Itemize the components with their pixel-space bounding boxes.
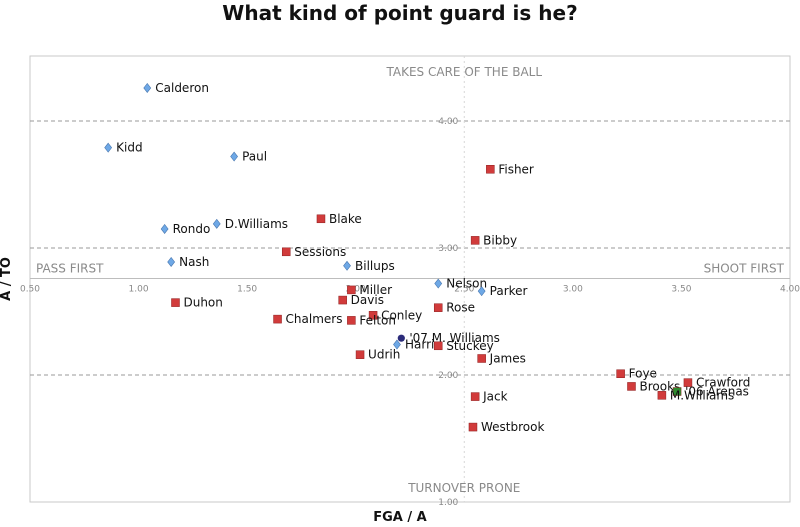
data-point [672, 387, 682, 396]
data-point [104, 142, 113, 153]
data-point [683, 378, 693, 387]
x-tick-label: 1.50 [237, 284, 257, 294]
data-point [343, 260, 351, 271]
data-point [657, 391, 667, 400]
point-label: Foye [629, 367, 657, 381]
quadrant-label-left: PASS FIRST [36, 261, 104, 275]
data-point [160, 223, 169, 234]
data-point [171, 298, 180, 307]
point-label: Fisher [498, 162, 534, 176]
chart-title: What kind of point guard is he? [222, 1, 578, 25]
data-point [486, 165, 495, 174]
point-label: Rondo [173, 222, 211, 236]
point-label: Stuckey [446, 339, 494, 353]
y-tick-label: 2.00 [438, 371, 458, 381]
x-tick-label: 3.00 [563, 284, 583, 294]
data-point [316, 214, 326, 224]
data-point [393, 339, 401, 350]
point-label: Sessions [294, 245, 346, 259]
x-tick-label: 2.50 [454, 284, 474, 294]
point-label: Miller [359, 283, 392, 297]
plot-frame [29, 55, 791, 503]
point-label: James [489, 351, 526, 365]
quadrant-label-top: TAKES CARE OF THE BALL [386, 65, 543, 79]
data-point [477, 286, 486, 297]
data-point [434, 278, 443, 289]
quadrant-label-bottom: TURNOVER PRONE [407, 481, 520, 495]
x-tick-label: 4.00 [780, 284, 800, 294]
data-point [167, 256, 176, 267]
data-point [397, 334, 405, 342]
data-point [468, 422, 478, 432]
data-point [627, 382, 636, 391]
y-axis-label: A / TO [0, 257, 14, 301]
data-point [230, 151, 238, 162]
point-label: Conley [381, 308, 422, 322]
data-point [338, 295, 347, 305]
quadrant-label-right: SHOOT FIRST [704, 261, 785, 275]
x-axis-label: FGA / A [373, 510, 427, 525]
point-label: Blake [329, 212, 362, 226]
data-point [470, 392, 480, 401]
x-tick-label: 3.50 [671, 284, 691, 294]
point-label: Nelson [446, 277, 487, 291]
data-point [273, 314, 282, 324]
data-point [368, 311, 378, 320]
data-point [143, 82, 152, 93]
data-point [347, 316, 356, 325]
point-label: Nash [179, 255, 209, 269]
point-label: D.Williams [225, 217, 288, 231]
x-tick-label: 0.50 [20, 284, 40, 294]
point-label: Paul [242, 150, 267, 164]
point-label: Duhon [183, 296, 222, 310]
point-label: Crawford [696, 376, 750, 390]
point-label: Rose [446, 301, 475, 315]
data-point [281, 247, 291, 257]
point-label: Jack [482, 390, 507, 404]
data-point [355, 350, 365, 359]
point-label: Westbrook [481, 420, 544, 434]
point-label: Chalmers [286, 312, 343, 326]
data-point [477, 354, 486, 363]
point-label: '06 Arenas [685, 385, 749, 399]
point-label: Calderon [155, 81, 209, 95]
point-label: Davis [351, 293, 384, 307]
point-label: M.Williams [670, 388, 734, 402]
data-point [433, 303, 443, 312]
data-point [470, 236, 480, 245]
point-label: Parker [490, 284, 528, 298]
data-point [212, 218, 221, 229]
point-label: Brooks [639, 379, 680, 393]
point-label: '07 M. Williams [409, 331, 500, 345]
point-label: Kidd [116, 141, 142, 155]
point-label: Harris [405, 338, 441, 352]
point-label: Udrih [368, 348, 400, 362]
y-tick-label: 4.00 [438, 117, 458, 127]
y-tick-label: 3.00 [438, 244, 458, 254]
x-tick-label: 1.00 [129, 284, 149, 294]
data-point [347, 285, 356, 295]
x-tick-label: 2.00 [346, 284, 366, 294]
data-point [616, 369, 625, 378]
point-label: Felton [359, 313, 396, 327]
y-tick-label: 1.00 [438, 498, 458, 508]
point-label: Bibby [483, 233, 517, 247]
data-point [433, 341, 443, 351]
point-label: Billups [355, 259, 395, 273]
